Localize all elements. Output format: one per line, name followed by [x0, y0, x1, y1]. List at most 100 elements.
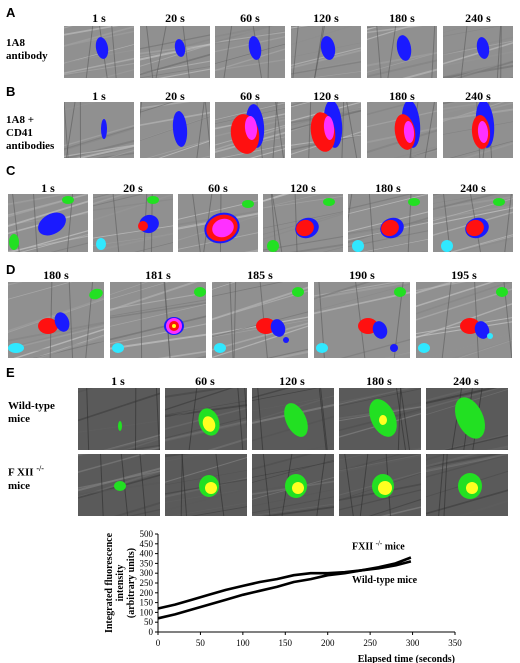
- micrograph-frame: [433, 194, 513, 252]
- micrograph-frame: [443, 102, 513, 158]
- micrograph-frame: [215, 26, 285, 78]
- row-label-line: CD41: [6, 127, 33, 139]
- panel-label-b: B: [6, 84, 16, 99]
- series-line-fxii: [157, 556, 412, 620]
- panel-label-d: D: [6, 262, 16, 277]
- micrograph-image: [367, 26, 437, 78]
- micrograph-frame: [426, 388, 508, 450]
- micrograph-image: [367, 102, 437, 158]
- micrograph-image: [215, 102, 285, 158]
- micrograph-frame: [140, 102, 210, 158]
- row-label-line: antibodies: [6, 140, 55, 152]
- x-tick-label: 150: [279, 638, 293, 648]
- series-label-fxii: FXII -/- mice: [352, 540, 405, 553]
- micrograph-image: [178, 194, 258, 252]
- y-tick-label: 500: [140, 529, 154, 539]
- time-label: 1 s: [41, 181, 55, 195]
- time-label: 120 s: [313, 89, 339, 103]
- row-label-line: mice: [8, 413, 30, 425]
- micrograph-frame: [8, 282, 104, 358]
- row-label-line: Wild-type: [8, 400, 55, 412]
- y-tick-label: 150: [140, 598, 154, 608]
- series-label-wildtype: Wild-type mice: [352, 575, 418, 586]
- x-tick-label: 100: [236, 638, 250, 648]
- micrograph-frame: [291, 102, 361, 158]
- time-label: 180 s: [366, 374, 392, 388]
- time-label: 180 s: [43, 268, 69, 282]
- time-label: 181 s: [145, 268, 171, 282]
- micrograph-image: [339, 454, 421, 516]
- micrograph-image: [215, 26, 285, 78]
- time-label: 1 s: [111, 374, 125, 388]
- micrograph-image: [110, 282, 206, 358]
- micrograph-image: [165, 454, 247, 516]
- time-label: 1 s: [92, 11, 106, 25]
- time-label: 180 s: [375, 181, 401, 195]
- y-tick-label: 300: [140, 568, 154, 578]
- row-label-line: 1A8 +: [6, 114, 34, 126]
- time-label: 60 s: [195, 374, 215, 388]
- row-label-line: mice: [8, 479, 30, 492]
- micrograph-frame: [443, 26, 513, 78]
- micrograph-frame: [291, 26, 361, 78]
- panel-b-row-label: 1A8 + CD41 antibodies: [6, 114, 54, 153]
- micrograph-image: [8, 282, 104, 358]
- micrograph-frame: [314, 282, 410, 358]
- micrograph-image: [416, 282, 512, 358]
- row-label-line: antibody: [6, 50, 48, 62]
- micrograph-frame: [263, 194, 343, 252]
- y-tick-label: 100: [140, 607, 154, 617]
- x-tick-label: 200: [321, 638, 335, 648]
- micrograph-frame: [78, 454, 160, 516]
- time-label: 60 s: [208, 181, 228, 195]
- micrograph-frame: [8, 194, 88, 252]
- micrograph-frame: [93, 194, 173, 252]
- time-label: 20 s: [165, 11, 185, 25]
- y-axis-label-line: Integrated fluorescence: [104, 532, 115, 633]
- y-tick-label: 250: [140, 578, 154, 588]
- time-label: 180 s: [389, 11, 415, 25]
- time-label: 20 s: [165, 89, 185, 103]
- micrograph-image: [433, 194, 513, 252]
- micrograph-image: [291, 26, 361, 78]
- micrograph-image: [93, 194, 173, 252]
- time-label: 20 s: [123, 181, 143, 195]
- row-label-text: F XII: [8, 466, 34, 479]
- micrograph-frame: [367, 26, 437, 78]
- x-tick-label: 50: [196, 638, 206, 648]
- series-line-wildtype: [157, 560, 412, 610]
- panel-label-c: C: [6, 163, 16, 178]
- time-label: 240 s: [465, 89, 491, 103]
- panel-label-e: E: [6, 365, 15, 380]
- time-label: 1 s: [92, 89, 106, 103]
- micrograph-image: [8, 194, 88, 252]
- micrograph-frame: [165, 454, 247, 516]
- micrograph-image: [64, 26, 134, 78]
- micrograph-frame: [339, 388, 421, 450]
- y-tick-label: 50: [144, 617, 154, 627]
- time-label: 60 s: [240, 11, 260, 25]
- row-label-superscript: -/-: [36, 464, 44, 473]
- micrograph-image: [64, 102, 134, 158]
- micrograph-image: [263, 194, 343, 252]
- micrograph-frame: [64, 102, 134, 158]
- time-label: 240 s: [460, 181, 486, 195]
- micrograph-image: [443, 102, 513, 158]
- micrograph-frame: [110, 282, 206, 358]
- x-axis-label: Elapsed time (seconds): [358, 654, 455, 663]
- time-label: 195 s: [451, 268, 477, 282]
- micrograph-frame: [215, 102, 285, 158]
- micrograph-image: [165, 388, 247, 450]
- y-tick-label: 0: [149, 627, 154, 637]
- micrograph-image: [252, 388, 334, 450]
- y-tick-label: 350: [140, 558, 154, 568]
- x-tick-label: 350: [448, 638, 462, 648]
- micrograph-image: [291, 102, 361, 158]
- time-label: 180 s: [389, 89, 415, 103]
- micrograph-frame: [78, 388, 160, 450]
- panel-label-a: A: [6, 5, 16, 20]
- y-axis-label-line: (arbitrary units): [126, 548, 137, 618]
- micrograph-frame: [416, 282, 512, 358]
